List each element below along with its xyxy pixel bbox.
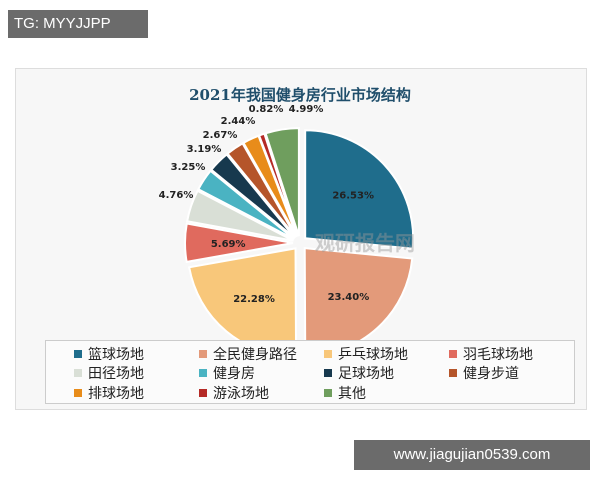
- legend-label: 游泳场地: [213, 385, 269, 402]
- legend-swatch: [74, 349, 82, 358]
- legend-swatch: [324, 369, 332, 378]
- legend-swatch: [324, 388, 332, 397]
- data-label: 0.82%: [249, 104, 284, 115]
- pie-slice: [197, 169, 295, 241]
- pie-slice: [304, 129, 415, 250]
- legend-item: 排球场地: [74, 383, 199, 402]
- legend-item: 游泳场地: [199, 383, 324, 402]
- legend-label: 田径场地: [88, 366, 144, 383]
- legend-swatch: [449, 369, 457, 378]
- pie-slice: [185, 189, 294, 242]
- legend-item: 足球场地: [324, 364, 449, 383]
- legend-label: 全民健身路径: [213, 346, 297, 363]
- legend-swatch: [324, 349, 332, 358]
- data-label: 5.69%: [211, 239, 246, 250]
- pie-slice: [264, 127, 300, 237]
- data-label: 23.40%: [328, 292, 370, 303]
- logo-watermark: 观研报告网: [315, 231, 415, 255]
- legend-item: 田径场地: [74, 364, 199, 383]
- data-label: 2.44%: [221, 116, 256, 127]
- chart-title: 2021年我国健身房行业市场结构: [189, 86, 411, 104]
- data-label: 3.25%: [171, 162, 206, 173]
- legend-item: 篮球场地: [74, 344, 199, 363]
- data-label: 4.99%: [289, 104, 324, 115]
- legend-label: 排球场地: [88, 385, 144, 402]
- data-label: 22.28%: [233, 294, 275, 305]
- legend-item: 全民健身路径: [199, 344, 324, 363]
- legend-swatch: [74, 369, 82, 378]
- legend-item: 其他: [324, 383, 449, 402]
- data-label: 26.53%: [332, 191, 374, 202]
- pie-slice: [184, 222, 294, 264]
- data-label: 4.76%: [159, 190, 194, 201]
- legend-swatch: [199, 388, 207, 397]
- legend-label: 足球场地: [338, 366, 394, 383]
- watermark-bottom: www.jiagujian0539.com: [354, 440, 590, 470]
- legend-label: 篮球场地: [88, 346, 144, 363]
- legend-label: 健身房: [213, 366, 255, 383]
- legend-label: 乒乓球场地: [338, 346, 408, 363]
- legend-item: 健身步道: [449, 364, 574, 383]
- data-label: 2.67%: [203, 130, 238, 141]
- legend-label: 其他: [338, 385, 366, 402]
- legend-item: 羽毛球场地: [449, 344, 574, 363]
- pie-slice: [257, 132, 299, 237]
- legend-swatch: [74, 388, 82, 397]
- legend-item: 健身房: [199, 364, 324, 383]
- legend-item: 乒乓球场地: [324, 344, 449, 363]
- pie-slice: [226, 142, 297, 238]
- legend-label: 健身步道: [463, 366, 519, 383]
- watermark-top: TG: MYYJJPP: [8, 10, 148, 38]
- legend: 篮球场地 全民健身路径 乒乓球场地 羽毛球场地田径场地 健身房 足球场地 健身步道排球场地 游…: [45, 340, 575, 404]
- data-label: 3.19%: [187, 144, 222, 155]
- legend-swatch: [199, 369, 207, 378]
- pie-slice: [209, 153, 296, 239]
- legend-label: 羽毛球场地: [463, 346, 533, 363]
- legend-swatch: [449, 349, 457, 358]
- legend-swatch: [199, 349, 207, 358]
